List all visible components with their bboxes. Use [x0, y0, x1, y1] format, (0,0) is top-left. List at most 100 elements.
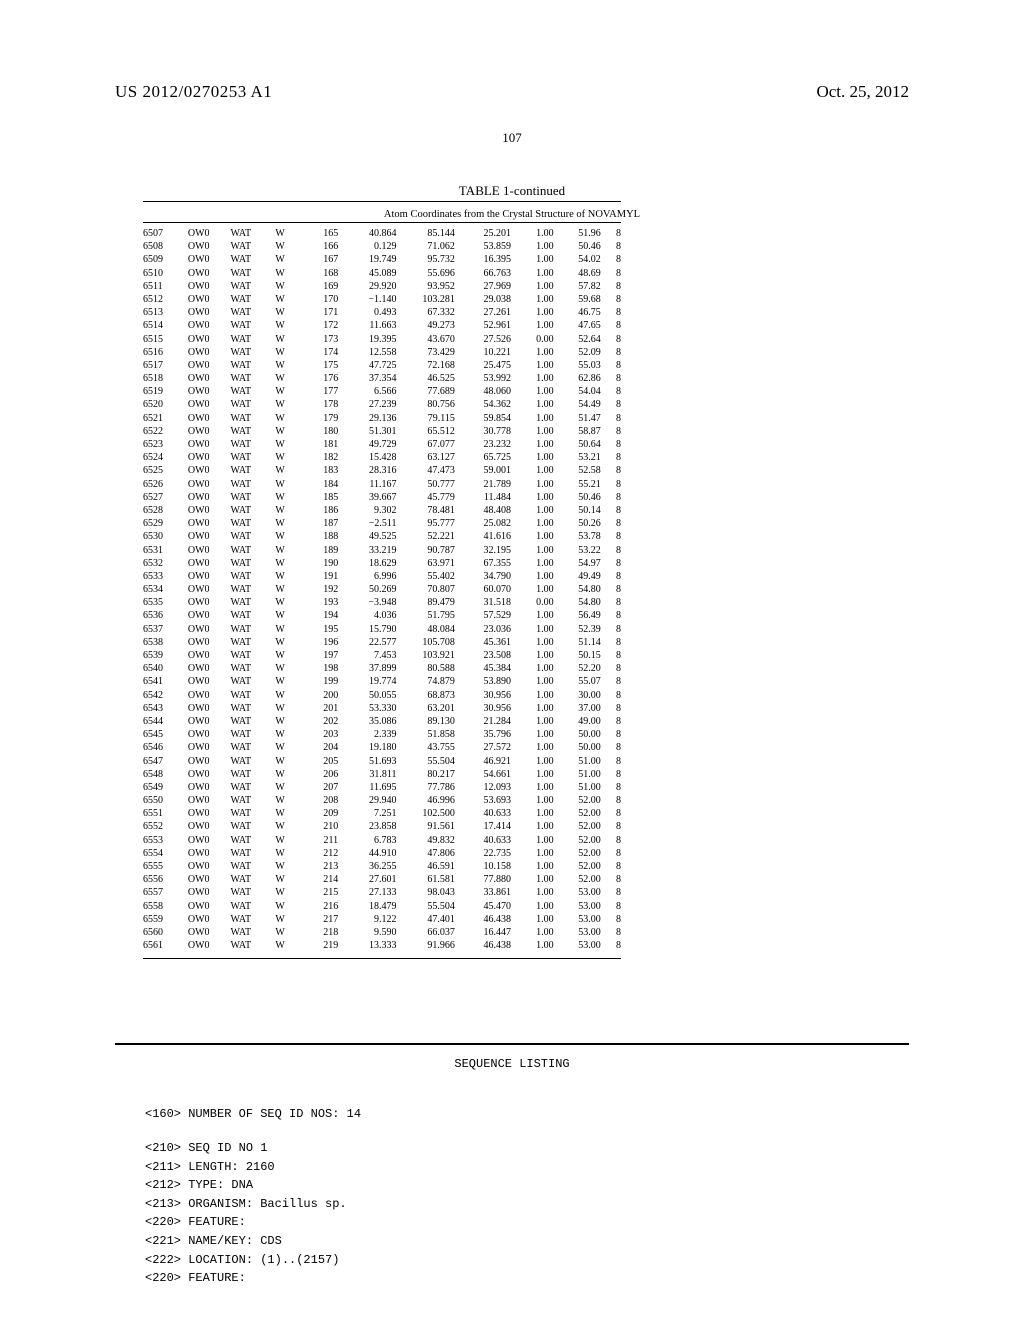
table-cell: 1.00	[511, 794, 554, 807]
table-cell: 15.790	[338, 623, 396, 636]
table-cell: WAT	[231, 728, 276, 741]
table-cell: 8	[601, 662, 621, 675]
table-cell: 65.512	[397, 425, 455, 438]
table-cell: 1.00	[511, 689, 554, 702]
table-row: 6516OW0WATW17412.55873.42910.2211.0052.0…	[143, 346, 621, 359]
table-cell: 1.00	[511, 451, 554, 464]
table-cell: 54.02	[554, 253, 601, 266]
table-cell: WAT	[231, 741, 276, 754]
table-row: 6510OW0WATW16845.08955.69666.7631.0048.6…	[143, 267, 621, 280]
table-cell: 47.401	[397, 913, 455, 926]
table-row: 6523OW0WATW18149.72967.07723.2321.0050.6…	[143, 438, 621, 451]
table-cell: WAT	[231, 267, 276, 280]
table-cell: 6523	[143, 438, 188, 451]
table-cell: W	[275, 478, 300, 491]
table-cell: 176	[300, 372, 338, 385]
table-cell: 168	[300, 267, 338, 280]
table-cell: 188	[300, 530, 338, 543]
table-cell: W	[275, 807, 300, 820]
table-cell: 93.952	[397, 280, 455, 293]
table-row: 6513OW0WATW1710.49367.33227.2611.0046.75…	[143, 306, 621, 319]
table-cell: 8	[601, 306, 621, 319]
table-cell: 46.591	[397, 860, 455, 873]
table-cell: W	[275, 662, 300, 675]
table-cell: 189	[300, 544, 338, 557]
table-row: 6507OW0WATW16540.86485.14425.2011.0051.9…	[143, 227, 621, 240]
sequence-entries: <210> SEQ ID NO 1 <211> LENGTH: 2160 <21…	[145, 1139, 347, 1288]
table-cell: 25.201	[455, 227, 511, 240]
table-cell: 6558	[143, 900, 188, 913]
table-cell: 197	[300, 649, 338, 662]
table-cell: WAT	[231, 675, 276, 688]
table-cell: OW0	[188, 609, 231, 622]
table-cell: 1.00	[511, 820, 554, 833]
atom-coordinates-table: 6507OW0WATW16540.86485.14425.2011.0051.9…	[143, 227, 621, 952]
table-row: 6514OW0WATW17211.66349.27352.9611.0047.6…	[143, 319, 621, 332]
table-row: 6532OW0WATW19018.62963.97167.3551.0054.9…	[143, 557, 621, 570]
table-cell: 29.920	[338, 280, 396, 293]
table-cell: 8	[601, 636, 621, 649]
table-cell: 181	[300, 438, 338, 451]
table-cell: 77.880	[455, 873, 511, 886]
table-cell: WAT	[231, 820, 276, 833]
table-cell: 79.115	[397, 412, 455, 425]
table-cell: OW0	[188, 504, 231, 517]
table-cell: 29.038	[455, 293, 511, 306]
table-cell: 6561	[143, 939, 188, 952]
table-cell: 19.180	[338, 741, 396, 754]
table-cell: WAT	[231, 504, 276, 517]
table-cell: 173	[300, 333, 338, 346]
table-cell: 70.807	[397, 583, 455, 596]
table-cell: 51.14	[554, 636, 601, 649]
table-cell: 200	[300, 689, 338, 702]
table-cell: 55.402	[397, 570, 455, 583]
table-cell: 8	[601, 451, 621, 464]
table-row: 6534OW0WATW19250.26970.80760.0701.0054.8…	[143, 583, 621, 596]
table-cell: 48.084	[397, 623, 455, 636]
table-cell: 8	[601, 280, 621, 293]
table-cell: 1.00	[511, 781, 554, 794]
table-cell: 8	[601, 583, 621, 596]
table-cell: 19.395	[338, 333, 396, 346]
table-row: 6512OW0WATW170−1.140103.28129.0381.0059.…	[143, 293, 621, 306]
table-cell: OW0	[188, 319, 231, 332]
table-cell: 23.508	[455, 649, 511, 662]
publication-date: Oct. 25, 2012	[816, 82, 909, 102]
table-cell: 61.581	[397, 873, 455, 886]
table-cell: W	[275, 267, 300, 280]
table-row: 6527OW0WATW18539.66745.77911.4841.0050.4…	[143, 491, 621, 504]
table-cell: 30.00	[554, 689, 601, 702]
table-cell: 210	[300, 820, 338, 833]
table-cell: 6549	[143, 781, 188, 794]
table-cell: 6541	[143, 675, 188, 688]
table-cell: 8	[601, 741, 621, 754]
table-cell: 6511	[143, 280, 188, 293]
table-cell: 50.00	[554, 741, 601, 754]
table-cell: 8	[601, 834, 621, 847]
table-cell: WAT	[231, 570, 276, 583]
table-cell: OW0	[188, 649, 231, 662]
table-cell: W	[275, 834, 300, 847]
table-cell: 30.778	[455, 425, 511, 438]
table-cell: 166	[300, 240, 338, 253]
table-cell: 208	[300, 794, 338, 807]
table-cell: 46.525	[397, 372, 455, 385]
table-cell: 194	[300, 609, 338, 622]
table-row: 6520OW0WATW17827.23980.75654.3621.0054.4…	[143, 398, 621, 411]
table-cell: 53.330	[338, 702, 396, 715]
table-cell: 1.00	[511, 412, 554, 425]
table-cell: 202	[300, 715, 338, 728]
table-cell: 6526	[143, 478, 188, 491]
table-cell: 22.577	[338, 636, 396, 649]
table-cell: 8	[601, 253, 621, 266]
table-cell: 50.055	[338, 689, 396, 702]
table-cell: OW0	[188, 715, 231, 728]
table-cell: OW0	[188, 820, 231, 833]
table-cell: 74.879	[397, 675, 455, 688]
table-cell: 1.00	[511, 478, 554, 491]
table-cell: W	[275, 372, 300, 385]
table-cell: 72.168	[397, 359, 455, 372]
table-cell: 9.122	[338, 913, 396, 926]
table-cell: 8	[601, 794, 621, 807]
table-cell: 49.832	[397, 834, 455, 847]
